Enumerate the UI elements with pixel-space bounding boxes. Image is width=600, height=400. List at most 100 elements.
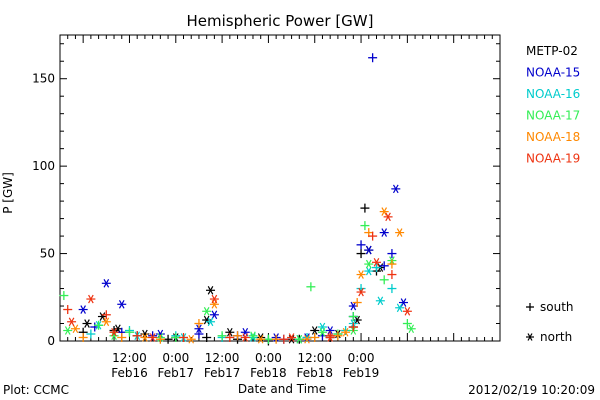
- data-point-north: [140, 329, 150, 339]
- footer-timestamp: 2012/02/19 10:20:09: [468, 383, 595, 397]
- marker-legend-symbol: [526, 303, 534, 311]
- data-point-south: [163, 334, 173, 344]
- data-point-north: [194, 324, 204, 334]
- data-point-north: [209, 299, 219, 309]
- data-point-south: [202, 333, 212, 343]
- data-point-south: [279, 334, 289, 344]
- data-point-north: [379, 228, 389, 237]
- data-point-south: [124, 327, 134, 337]
- data-point-north: [113, 324, 123, 334]
- data-point-south: [155, 334, 165, 344]
- data-point-south: [225, 333, 235, 343]
- data-point-north: [256, 333, 266, 342]
- data-point-north: [402, 306, 412, 316]
- data-point-south: [63, 305, 73, 315]
- data-point-south: [360, 221, 370, 231]
- legend-entry: NOAA-17: [526, 109, 580, 123]
- data-point-north: [240, 327, 250, 337]
- data-point-north: [248, 333, 258, 342]
- x-tick-label-date: Feb16: [111, 366, 148, 380]
- data-point-north: [209, 294, 219, 304]
- y-tick-label: 150: [32, 72, 55, 86]
- data-point-south: [171, 333, 181, 343]
- data-point-north: [391, 184, 401, 194]
- x-axis-label: Date and Time: [238, 382, 326, 396]
- data-point-north: [140, 333, 150, 342]
- data-point-north: [375, 296, 385, 306]
- data-point-south: [117, 333, 127, 343]
- data-point-north: [317, 322, 327, 332]
- data-point-south: [263, 334, 273, 344]
- data-point-south: [379, 261, 389, 271]
- data-point-north: [240, 333, 250, 342]
- data-point-north: [302, 334, 312, 344]
- data-point-north: [148, 333, 158, 342]
- data-point-north: [67, 317, 77, 327]
- data-point-north: [352, 315, 362, 325]
- data-point-south: [101, 310, 111, 320]
- data-point-north: [294, 334, 304, 344]
- data-point-north: [256, 334, 266, 344]
- data-point-north: [82, 319, 92, 328]
- data-point-north: [155, 329, 165, 339]
- chart-title: Hemispheric Power [GW]: [187, 12, 374, 30]
- data-point-north: [101, 278, 111, 288]
- plot-frame: [59, 34, 501, 342]
- data-point-south: [333, 331, 343, 341]
- data-point-north: [395, 303, 405, 313]
- data-point-north: [206, 285, 216, 295]
- data-point-south: [387, 284, 397, 294]
- data-point-north: [348, 301, 358, 311]
- x-tick-label-date: Feb18: [296, 366, 333, 380]
- y-axis-label: P [GW]: [1, 172, 15, 214]
- data-point-north: [86, 294, 96, 304]
- data-point-south: [368, 53, 378, 63]
- legend-entry: NOAA-18: [526, 130, 580, 144]
- data-point-north: [287, 333, 297, 342]
- x-tick-label-time: 0:00: [255, 351, 282, 365]
- data-point-north: [109, 331, 119, 341]
- data-point-north: [356, 287, 366, 297]
- data-point-north: [97, 312, 107, 321]
- data-point-north: [209, 310, 219, 320]
- y-tick-label: 0: [47, 334, 55, 348]
- data-point-north: [206, 317, 216, 327]
- data-point-north: [383, 212, 393, 222]
- x-tick-label-time: 0:00: [348, 351, 375, 365]
- data-point-north: [406, 324, 416, 334]
- data-point-north: [379, 207, 389, 216]
- x-tick-label-date: Feb19: [343, 366, 380, 380]
- data-point-north: [202, 306, 212, 316]
- data-point-south: [387, 270, 397, 280]
- data-point-south: [179, 333, 189, 343]
- data-point-north: [395, 228, 405, 237]
- data-point-south: [194, 319, 204, 329]
- data-point-north: [186, 334, 196, 344]
- data-point-south: [356, 240, 366, 250]
- data-point-south: [86, 329, 96, 339]
- data-point-north: [364, 266, 374, 276]
- data-point-south: [59, 291, 69, 301]
- x-tick-label-date: Feb17: [158, 366, 195, 380]
- data-point-south: [360, 203, 370, 213]
- data-point-north: [101, 317, 111, 327]
- y-tick-label: 50: [40, 247, 55, 261]
- data-point-south: [371, 263, 381, 273]
- data-point-south: [348, 312, 358, 322]
- data-point-south: [368, 231, 378, 241]
- data-point-south: [325, 331, 335, 341]
- legend-entry: METP-02: [526, 44, 578, 58]
- data-point-south: [271, 334, 281, 344]
- data-point-south: [132, 331, 142, 341]
- data-point-south: [387, 249, 397, 259]
- data-point-south: [194, 329, 204, 339]
- data-point-north: [364, 259, 374, 269]
- data-points: [59, 53, 416, 346]
- marker-legend-label: south: [540, 300, 574, 314]
- data-point-north: [317, 327, 327, 337]
- marker-legend-label: north: [540, 330, 572, 344]
- data-point-north: [117, 299, 127, 309]
- data-point-south: [379, 275, 389, 285]
- data-point-north: [399, 298, 409, 307]
